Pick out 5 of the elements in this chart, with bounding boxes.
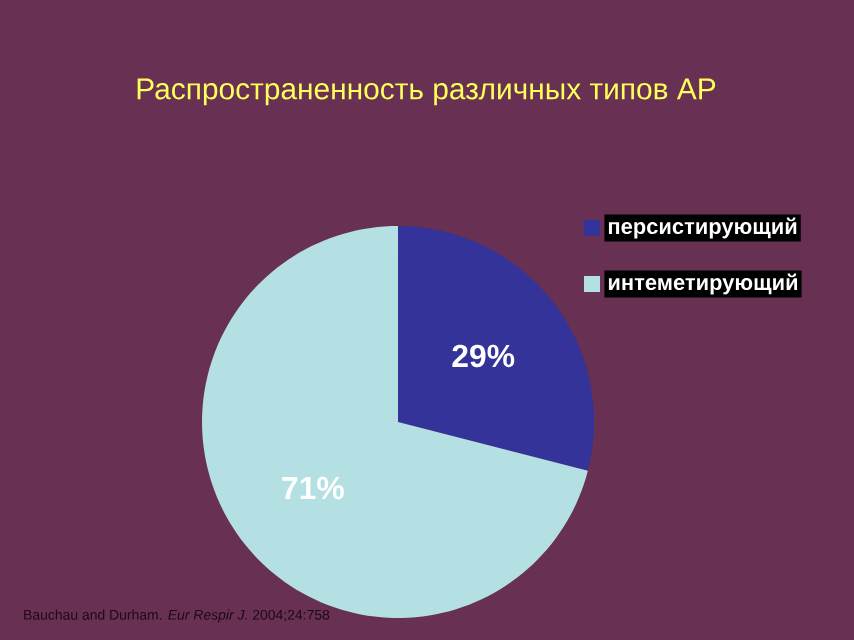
legend-label: персистирующий: [608, 217, 797, 239]
data-label: 71%: [282, 476, 344, 500]
legend-label: интеметирующий: [608, 273, 798, 295]
data-label: 29%: [452, 344, 515, 368]
chart-title: Распространенность различных типов АР: [137, 78, 716, 106]
